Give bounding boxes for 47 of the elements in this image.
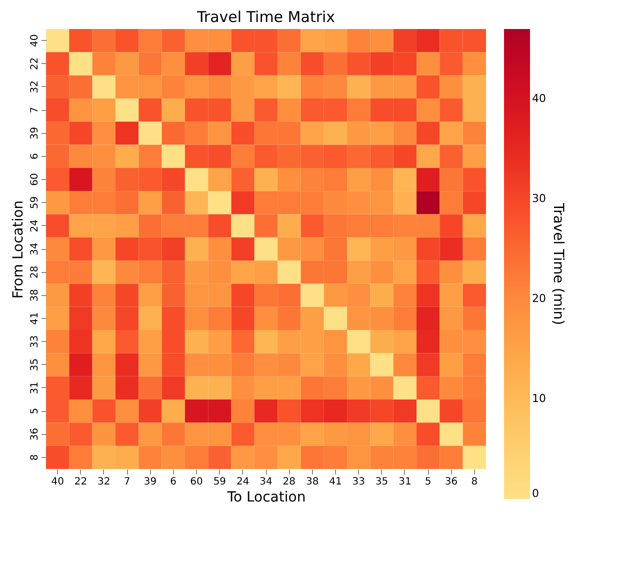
x-tick-label: 60 (190, 476, 203, 488)
color-bar-label: 20 (532, 292, 546, 305)
x-tick-label: 31 (398, 476, 412, 488)
y-tick-label: 5 (30, 408, 40, 414)
y-tick-label: 39 (30, 126, 40, 140)
y-tick-label: 24 (30, 219, 40, 232)
y-tick-label: 41 (30, 312, 40, 325)
x-tick-label: 33 (352, 476, 365, 488)
x-tick-label: 5 (424, 476, 432, 488)
x-tick-label: 32 (98, 476, 110, 488)
x-tick-label: 6 (170, 476, 177, 488)
y-tick-label: 6 (30, 153, 40, 160)
x-tick-label: 59 (213, 476, 226, 488)
y-tick-label: 60 (30, 173, 40, 186)
y-tick-label: 35 (30, 358, 40, 372)
y-tick-label: 31 (30, 382, 40, 394)
chart-title: Travel Time Matrix (196, 8, 336, 26)
x-tick-label: 7 (124, 476, 130, 488)
x-tick-label: 24 (236, 476, 250, 488)
y-tick-label: 38 (30, 288, 40, 302)
x-tick-label: 35 (375, 476, 388, 488)
x-tick-label: 40 (51, 476, 64, 488)
x-tick-label: 28 (282, 476, 296, 488)
y-axis-title: From Location (10, 200, 26, 299)
y-tick-label: 40 (30, 34, 40, 47)
x-tick-label: 38 (306, 476, 319, 488)
x-tick-label: 8 (471, 476, 478, 488)
color-bar-title: Travel Time (min) (550, 202, 566, 326)
x-tick-label: 22 (74, 476, 88, 488)
y-tick-label: 32 (30, 80, 40, 94)
y-tick-label: 34 (30, 242, 40, 256)
color-bar-label: 10 (532, 392, 546, 405)
x-tick-label: 36 (444, 476, 458, 488)
x-axis-title: To Location (226, 490, 306, 506)
x-tick-label: 39 (144, 476, 157, 488)
y-tick-label: 7 (30, 106, 40, 114)
y-tick-label: 28 (30, 266, 40, 279)
y-tick-label: 22 (30, 57, 40, 70)
y-tick-label: 33 (30, 335, 40, 348)
color-bar-label: 40 (532, 92, 546, 105)
y-tick-label: 8 (30, 454, 40, 461)
y-tick-label: 59 (30, 196, 40, 210)
x-tick-label: 34 (260, 476, 272, 488)
x-tick-label: 41 (329, 476, 342, 488)
color-bar-label: 30 (532, 192, 546, 205)
y-tick-label: 36 (30, 428, 40, 441)
color-bar-label: 0 (532, 487, 539, 500)
